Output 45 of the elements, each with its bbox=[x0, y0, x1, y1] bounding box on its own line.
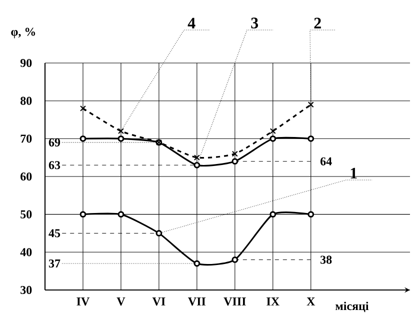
point bbox=[270, 128, 276, 134]
annotation: 1 bbox=[350, 168, 357, 178]
y-tick-label: 80 bbox=[20, 96, 32, 105]
point bbox=[80, 105, 86, 112]
y-tick-label: 50 bbox=[20, 210, 32, 218]
ref-line-label: 38 bbox=[320, 256, 332, 264]
annotation: 4 bbox=[188, 18, 196, 28]
point bbox=[232, 256, 238, 263]
x-tick-label: VIII bbox=[224, 298, 246, 306]
x-tick-label: VII bbox=[188, 298, 206, 306]
point bbox=[194, 154, 200, 161]
point bbox=[308, 102, 314, 108]
point bbox=[308, 135, 314, 142]
ref-line-label: 69 bbox=[48, 138, 60, 146]
ref-line-label: 37 bbox=[48, 259, 60, 268]
y-tick-label: 40 bbox=[20, 248, 32, 256]
point bbox=[156, 230, 162, 236]
x-tick-label: IV bbox=[76, 298, 90, 306]
point bbox=[118, 135, 124, 142]
x-axis-title: місяці bbox=[336, 302, 369, 312]
y-tick-label: 70 bbox=[20, 134, 32, 143]
point bbox=[118, 211, 124, 218]
point bbox=[80, 135, 86, 142]
x-tick-label: V bbox=[116, 298, 126, 306]
point bbox=[194, 260, 200, 267]
point bbox=[270, 135, 276, 142]
annotation: 2 bbox=[314, 18, 321, 28]
point bbox=[308, 211, 314, 218]
x-tick-label: IX bbox=[266, 298, 280, 306]
y-tick-label: 30 bbox=[20, 286, 32, 294]
annotation: 3 bbox=[251, 18, 258, 28]
point bbox=[194, 162, 200, 168]
point bbox=[232, 150, 238, 157]
x-tick-label: X bbox=[306, 298, 316, 306]
point bbox=[270, 211, 276, 218]
y-axis-title: φ, % bbox=[11, 28, 36, 38]
point bbox=[232, 158, 238, 165]
x-tick-label: VI bbox=[152, 298, 166, 306]
ref-line-label: 45 bbox=[48, 229, 60, 238]
y-tick-label: 90 bbox=[20, 58, 32, 68]
ref-line-label: 64 bbox=[320, 157, 332, 166]
y-tick-label: 60 bbox=[20, 172, 32, 181]
point bbox=[80, 211, 86, 218]
ref-line-label: 63 bbox=[48, 161, 60, 170]
point bbox=[118, 128, 124, 134]
